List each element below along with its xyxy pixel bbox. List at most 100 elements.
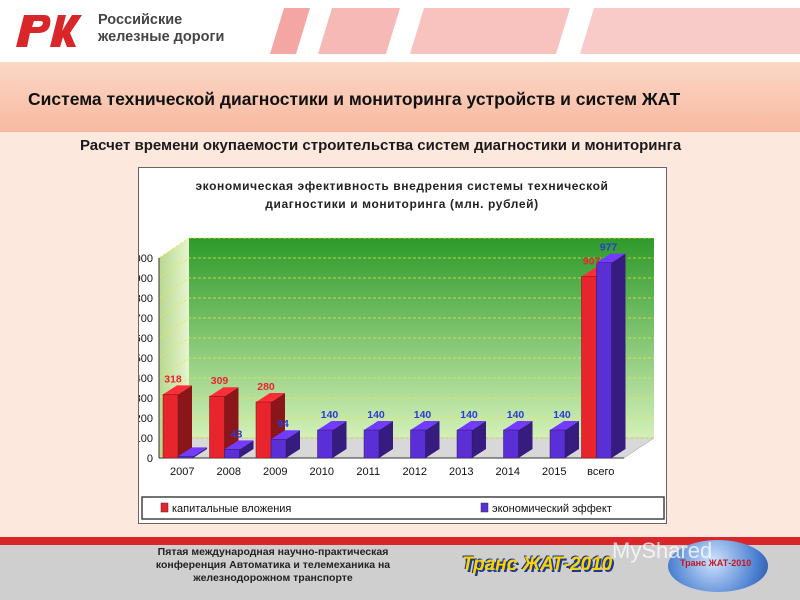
data-label-capital: 309 — [211, 375, 229, 387]
conference-line3: железнодорожном транспорте — [193, 572, 353, 584]
page-title: Система технической диагностики и монито… — [28, 89, 681, 109]
data-label-capital: 907 — [583, 256, 601, 268]
y-tick-label: 800 — [139, 293, 153, 305]
bar-effect-top — [550, 421, 579, 430]
bar-capital — [581, 276, 597, 459]
bar-effect — [224, 449, 240, 459]
bar-effect — [503, 429, 519, 459]
y-tick-label: 500 — [139, 353, 153, 365]
bar-effect-side — [565, 421, 579, 458]
bar-capital-side — [224, 387, 239, 458]
x-tick-label: 2007 — [170, 466, 194, 478]
bar-capital-top — [209, 387, 239, 397]
bar-effect-side — [379, 421, 393, 458]
y-tick-label: 900 — [139, 273, 153, 285]
bar-effect-side — [286, 430, 300, 458]
globe-logo-text: Транс ЖАТ-2010 — [680, 558, 752, 568]
data-label-effect: 140 — [321, 409, 339, 421]
bar-effect-side — [518, 421, 533, 458]
bar-effect-top — [178, 447, 207, 457]
conference-text: Пятая международная научно-практическая … — [128, 546, 418, 585]
chart-title-line2: диагностики и мониторинга (млн. рублей) — [265, 197, 538, 211]
page-subtitle: Расчет времени окупаемости строительства… — [80, 137, 682, 154]
bar-capital — [255, 401, 272, 459]
bar-effect-top — [364, 421, 393, 430]
bar-effect — [456, 429, 473, 459]
data-label-effect: 94 — [277, 418, 289, 430]
gridline — [158, 357, 654, 379]
bar-effect-top — [271, 430, 300, 440]
y-tick-label: 0 — [147, 453, 153, 465]
globe-logo-icon — [668, 540, 768, 592]
bar-effect-top — [410, 421, 440, 430]
x-tick-label: 2015 — [542, 466, 566, 478]
bar-capital-top — [163, 385, 192, 395]
gridline — [158, 257, 654, 279]
x-tick-label: 2011 — [356, 466, 380, 478]
data-label-effect: 140 — [507, 409, 525, 421]
bar-effect — [549, 429, 566, 459]
y-tick-label: 400 — [139, 373, 153, 385]
logo-text-line1: Российские — [98, 12, 183, 28]
bar-capital-top — [256, 393, 285, 402]
gridline — [158, 297, 654, 319]
gridline — [158, 237, 654, 259]
rzd-logo-icon — [10, 11, 92, 51]
chart-title: экономическая эфективность внедрения сис… — [195, 179, 608, 193]
bar-effect — [363, 429, 380, 459]
x-tick-label: 2008 — [217, 466, 241, 478]
header-stripes — [270, 8, 800, 54]
bar-effect-side — [239, 440, 254, 458]
bar-capital-side — [178, 385, 192, 458]
y-tick-label: 700 — [139, 313, 153, 325]
footer — [0, 537, 800, 600]
bar-effect — [596, 262, 612, 459]
data-label-effect: 977 — [600, 242, 618, 254]
x-tick-label: всего — [587, 466, 614, 478]
x-tick-label: 2013 — [449, 466, 473, 478]
x-tick-label: 2010 — [310, 466, 334, 478]
data-label-effect: 140 — [367, 409, 385, 421]
conference-brand: Транс ЖАТ-2010 — [462, 554, 613, 575]
x-tick-label: 2012 — [403, 466, 427, 478]
bar-effect — [177, 456, 194, 459]
bar-effect-top — [224, 440, 254, 450]
x-tick-label: 2009 — [263, 466, 287, 478]
bar-effect-top — [596, 253, 626, 263]
header: Российские железные дороги — [0, 0, 800, 62]
legend-box — [141, 496, 665, 520]
data-label-capital: 280 — [257, 381, 275, 393]
bar-effect — [270, 438, 287, 459]
chart-back-wall — [189, 238, 654, 438]
bar-effect-side — [193, 447, 207, 458]
bar-effect — [317, 429, 333, 459]
data-label-effect: 140 — [460, 409, 478, 421]
legend-swatch — [480, 502, 489, 513]
gridline — [158, 317, 654, 339]
conference-line2: конференция Автоматика и телемеханика на — [155, 559, 391, 571]
bar-effect — [410, 429, 426, 459]
data-label-effect: 140 — [414, 409, 432, 421]
bar-effect-side — [611, 253, 626, 458]
data-label-effect: 140 — [553, 409, 571, 421]
y-tick-label: 300 — [139, 393, 153, 405]
watermark: MyShared — [612, 538, 713, 563]
bar-effect-side — [472, 421, 486, 458]
bar-capital — [209, 395, 225, 459]
title-band — [0, 62, 800, 132]
bar-capital — [162, 394, 179, 459]
legend-label: экономический эффект — [492, 503, 612, 515]
bar-effect-top — [317, 421, 347, 430]
gridline — [158, 277, 654, 299]
chart-container: экономическая эфективность внедрения сис… — [129, 167, 667, 524]
bar-effect-side — [425, 421, 440, 458]
legend-swatch — [160, 502, 169, 513]
x-tick-label: 2014 — [496, 466, 520, 478]
legend-label: капитальные вложения — [172, 503, 291, 515]
logo-text-line2: железные дороги — [98, 29, 225, 45]
logo-text: Российские железные дороги — [98, 12, 224, 46]
bar-effect-top — [457, 421, 486, 430]
bar-effect-side — [332, 421, 347, 458]
data-label-effect: 43 — [231, 428, 243, 440]
footer-stripe — [0, 537, 800, 545]
